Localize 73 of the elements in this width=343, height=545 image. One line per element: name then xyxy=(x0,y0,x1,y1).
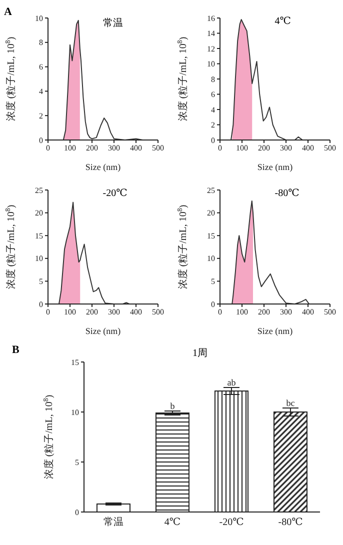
chart-title: 常温 xyxy=(102,16,123,30)
x-tick-label: 300 xyxy=(108,308,120,317)
x-axis-title: Size (nm) xyxy=(257,162,293,172)
y-tick-label: 0 xyxy=(39,136,43,145)
y-tick-label: 6 xyxy=(211,90,215,100)
y-tick-label: 2 xyxy=(39,111,43,120)
x-tick-label: 400 xyxy=(130,308,142,317)
x-tick-label: 4℃ xyxy=(164,517,181,528)
y-tick-label: 10 xyxy=(207,60,215,69)
annotation: ab xyxy=(227,378,236,388)
x-tick-label: 200 xyxy=(258,144,270,153)
x-tick-label: 0 xyxy=(218,144,222,153)
y-tick-label: 15 xyxy=(71,358,79,367)
x-tick-label: 400 xyxy=(130,144,142,153)
y-tick-label: 12 xyxy=(207,44,215,54)
annotation: b xyxy=(170,401,176,411)
y-tick-label: 16 xyxy=(207,14,215,23)
x-tick-label: 100 xyxy=(64,308,76,317)
y-tick-label: 0 xyxy=(211,136,215,145)
x-tick-label: 0 xyxy=(46,308,50,317)
y-tick-label: 0 xyxy=(39,300,43,309)
x-tick-label: 300 xyxy=(280,308,292,317)
x-tick-label: 500 xyxy=(324,308,336,317)
text: A xyxy=(4,6,12,18)
y-tick-label: 10 xyxy=(35,254,43,264)
x-tick-label: -80℃ xyxy=(278,517,303,528)
x-tick-label: 500 xyxy=(152,144,164,153)
y-tick-label: 4 xyxy=(39,87,43,96)
chart-title: -80℃ xyxy=(274,188,300,199)
x-tick-label: 100 xyxy=(236,144,248,153)
y-tick-label: 25 xyxy=(207,186,215,195)
y-tick-label: 10 xyxy=(207,254,215,264)
y-tick-label: 15 xyxy=(35,231,43,240)
x-tick-label: 200 xyxy=(86,144,98,153)
y-tick-label: 4 xyxy=(211,105,215,114)
x-tick-label: 500 xyxy=(324,144,336,153)
x-tick-label: 100 xyxy=(236,308,248,317)
y-tick-label: 5 xyxy=(39,277,43,286)
x-axis-title: Size (nm) xyxy=(85,326,121,336)
x-tick-label: 200 xyxy=(86,308,98,317)
y-tick-label: 20 xyxy=(207,208,215,218)
text: B xyxy=(12,344,20,356)
y-tick-label: 2 xyxy=(211,120,215,130)
x-tick-label: 500 xyxy=(152,308,164,317)
y-tick-label: 25 xyxy=(35,186,43,195)
x-axis-title: Size (nm) xyxy=(85,162,121,172)
y-tick-label: 0 xyxy=(75,508,79,517)
annotation: bc xyxy=(286,398,295,408)
x-tick-label: 0 xyxy=(218,308,222,317)
y-tick-label: 5 xyxy=(211,277,215,286)
x-tick-label: 100 xyxy=(64,144,76,153)
y-tick-label: 5 xyxy=(75,458,79,467)
y-tick-label: 20 xyxy=(35,208,43,218)
y-tick-label: 14 xyxy=(207,29,215,38)
y-tick-label: 0 xyxy=(211,300,215,309)
x-tick-label: 300 xyxy=(108,144,120,153)
x-tick-label: 400 xyxy=(302,144,314,153)
x-tick-label: 200 xyxy=(258,308,270,317)
chart-title: 4℃ xyxy=(274,16,291,27)
y-tick-label: 6 xyxy=(39,62,43,72)
x-tick-label: -20℃ xyxy=(219,517,244,528)
y-tick-label: 8 xyxy=(39,38,43,48)
y-tick-label: 10 xyxy=(35,14,43,23)
y-tick-label: 8 xyxy=(211,74,215,84)
x-tick-label: 300 xyxy=(280,144,292,153)
x-axis-title: Size (nm) xyxy=(257,326,293,336)
x-tick-label: 400 xyxy=(302,308,314,317)
x-tick-label: 0 xyxy=(46,144,50,153)
chart-title: -20℃ xyxy=(102,188,128,199)
chart-title: 1周 xyxy=(192,348,208,359)
y-tick-label: 15 xyxy=(207,231,215,240)
y-tick-label: 10 xyxy=(71,408,79,417)
x-tick-label: 常温 xyxy=(104,516,124,528)
